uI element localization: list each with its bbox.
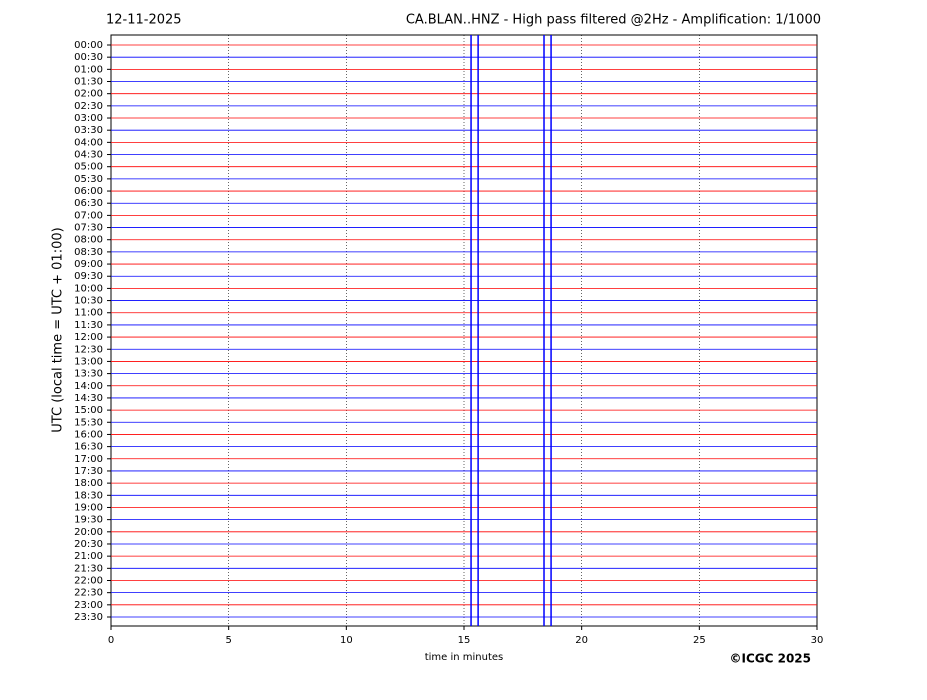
y-tick-label: 04:30 <box>74 150 103 161</box>
y-tick-label: 14:00 <box>74 381 103 392</box>
y-tick-label: 02:00 <box>74 89 103 100</box>
y-tick-label: 20:00 <box>74 527 103 538</box>
y-tick-label: 10:00 <box>74 283 103 294</box>
y-tick-label: 18:30 <box>74 490 103 501</box>
y-tick-label: 22:00 <box>74 575 103 586</box>
y-tick-label: 23:00 <box>74 600 103 611</box>
x-tick-label: 25 <box>693 635 706 646</box>
chart-title: CA.BLAN..HNZ - High pass filtered @2Hz -… <box>406 13 821 28</box>
y-tick-label: 12:30 <box>74 344 103 355</box>
x-tick-label: 0 <box>108 635 114 646</box>
y-tick-label: 14:30 <box>74 393 103 404</box>
y-tick-label: 18:00 <box>74 478 103 489</box>
y-tick-label: 17:30 <box>74 466 103 477</box>
y-tick-label: 08:00 <box>74 235 103 246</box>
y-tick-label: 03:30 <box>74 125 103 136</box>
y-tick-label: 20:30 <box>74 539 103 550</box>
y-tick-label: 15:00 <box>74 405 103 416</box>
plot-frame <box>110 34 818 627</box>
x-tick-label: 20 <box>575 635 588 646</box>
x-axis-label: time in minutes <box>425 652 504 663</box>
y-tick-label: 06:30 <box>74 198 103 209</box>
x-tick-label: 5 <box>225 635 231 646</box>
y-tick-label: 11:00 <box>74 308 103 319</box>
y-tick-label: 09:30 <box>74 271 103 282</box>
y-tick-label: 07:30 <box>74 223 103 234</box>
y-tick-label: 21:00 <box>74 551 103 562</box>
y-tick-label: 16:00 <box>74 429 103 440</box>
y-tick-label: 22:30 <box>74 588 103 599</box>
y-tick-label: 13:00 <box>74 356 103 367</box>
y-tick-label: 00:30 <box>74 52 103 63</box>
y-tick-label: 01:30 <box>74 77 103 88</box>
y-tick-label: 11:30 <box>74 320 103 331</box>
y-tick-label: 13:30 <box>74 369 103 380</box>
x-tick-label: 15 <box>458 635 471 646</box>
y-tick-label: 12:00 <box>74 332 103 343</box>
y-tick-label: 01:00 <box>74 64 103 75</box>
y-tick-label: 19:00 <box>74 502 103 513</box>
y-tick-label: 19:30 <box>74 515 103 526</box>
y-tick-label: 07:00 <box>74 210 103 221</box>
x-tick-label: 10 <box>340 635 353 646</box>
y-tick-label: 21:30 <box>74 563 103 574</box>
y-tick-label: 15:30 <box>74 417 103 428</box>
y-tick-label: 06:00 <box>74 186 103 197</box>
y-tick-label: 02:30 <box>74 101 103 112</box>
y-tick-label: 05:30 <box>74 174 103 185</box>
credit: ©ICGC 2025 <box>729 652 811 666</box>
y-tick-label: 08:30 <box>74 247 103 258</box>
y-tick-label: 23:30 <box>74 612 103 623</box>
y-tick-label: 17:00 <box>74 454 103 465</box>
y-tick-label: 16:30 <box>74 442 103 453</box>
y-tick-label: 10:30 <box>74 296 103 307</box>
x-tick-label: 30 <box>811 635 824 646</box>
y-axis-label: UTC (local time = UTC + 01:00) <box>51 227 66 432</box>
date: 12-11-2025 <box>106 13 182 28</box>
y-tick-label: 04:00 <box>74 137 103 148</box>
y-tick-label: 03:00 <box>74 113 103 124</box>
y-tick-label: 05:00 <box>74 162 103 173</box>
y-tick-label: 00:00 <box>74 40 103 51</box>
y-tick-label: 09:00 <box>74 259 103 270</box>
